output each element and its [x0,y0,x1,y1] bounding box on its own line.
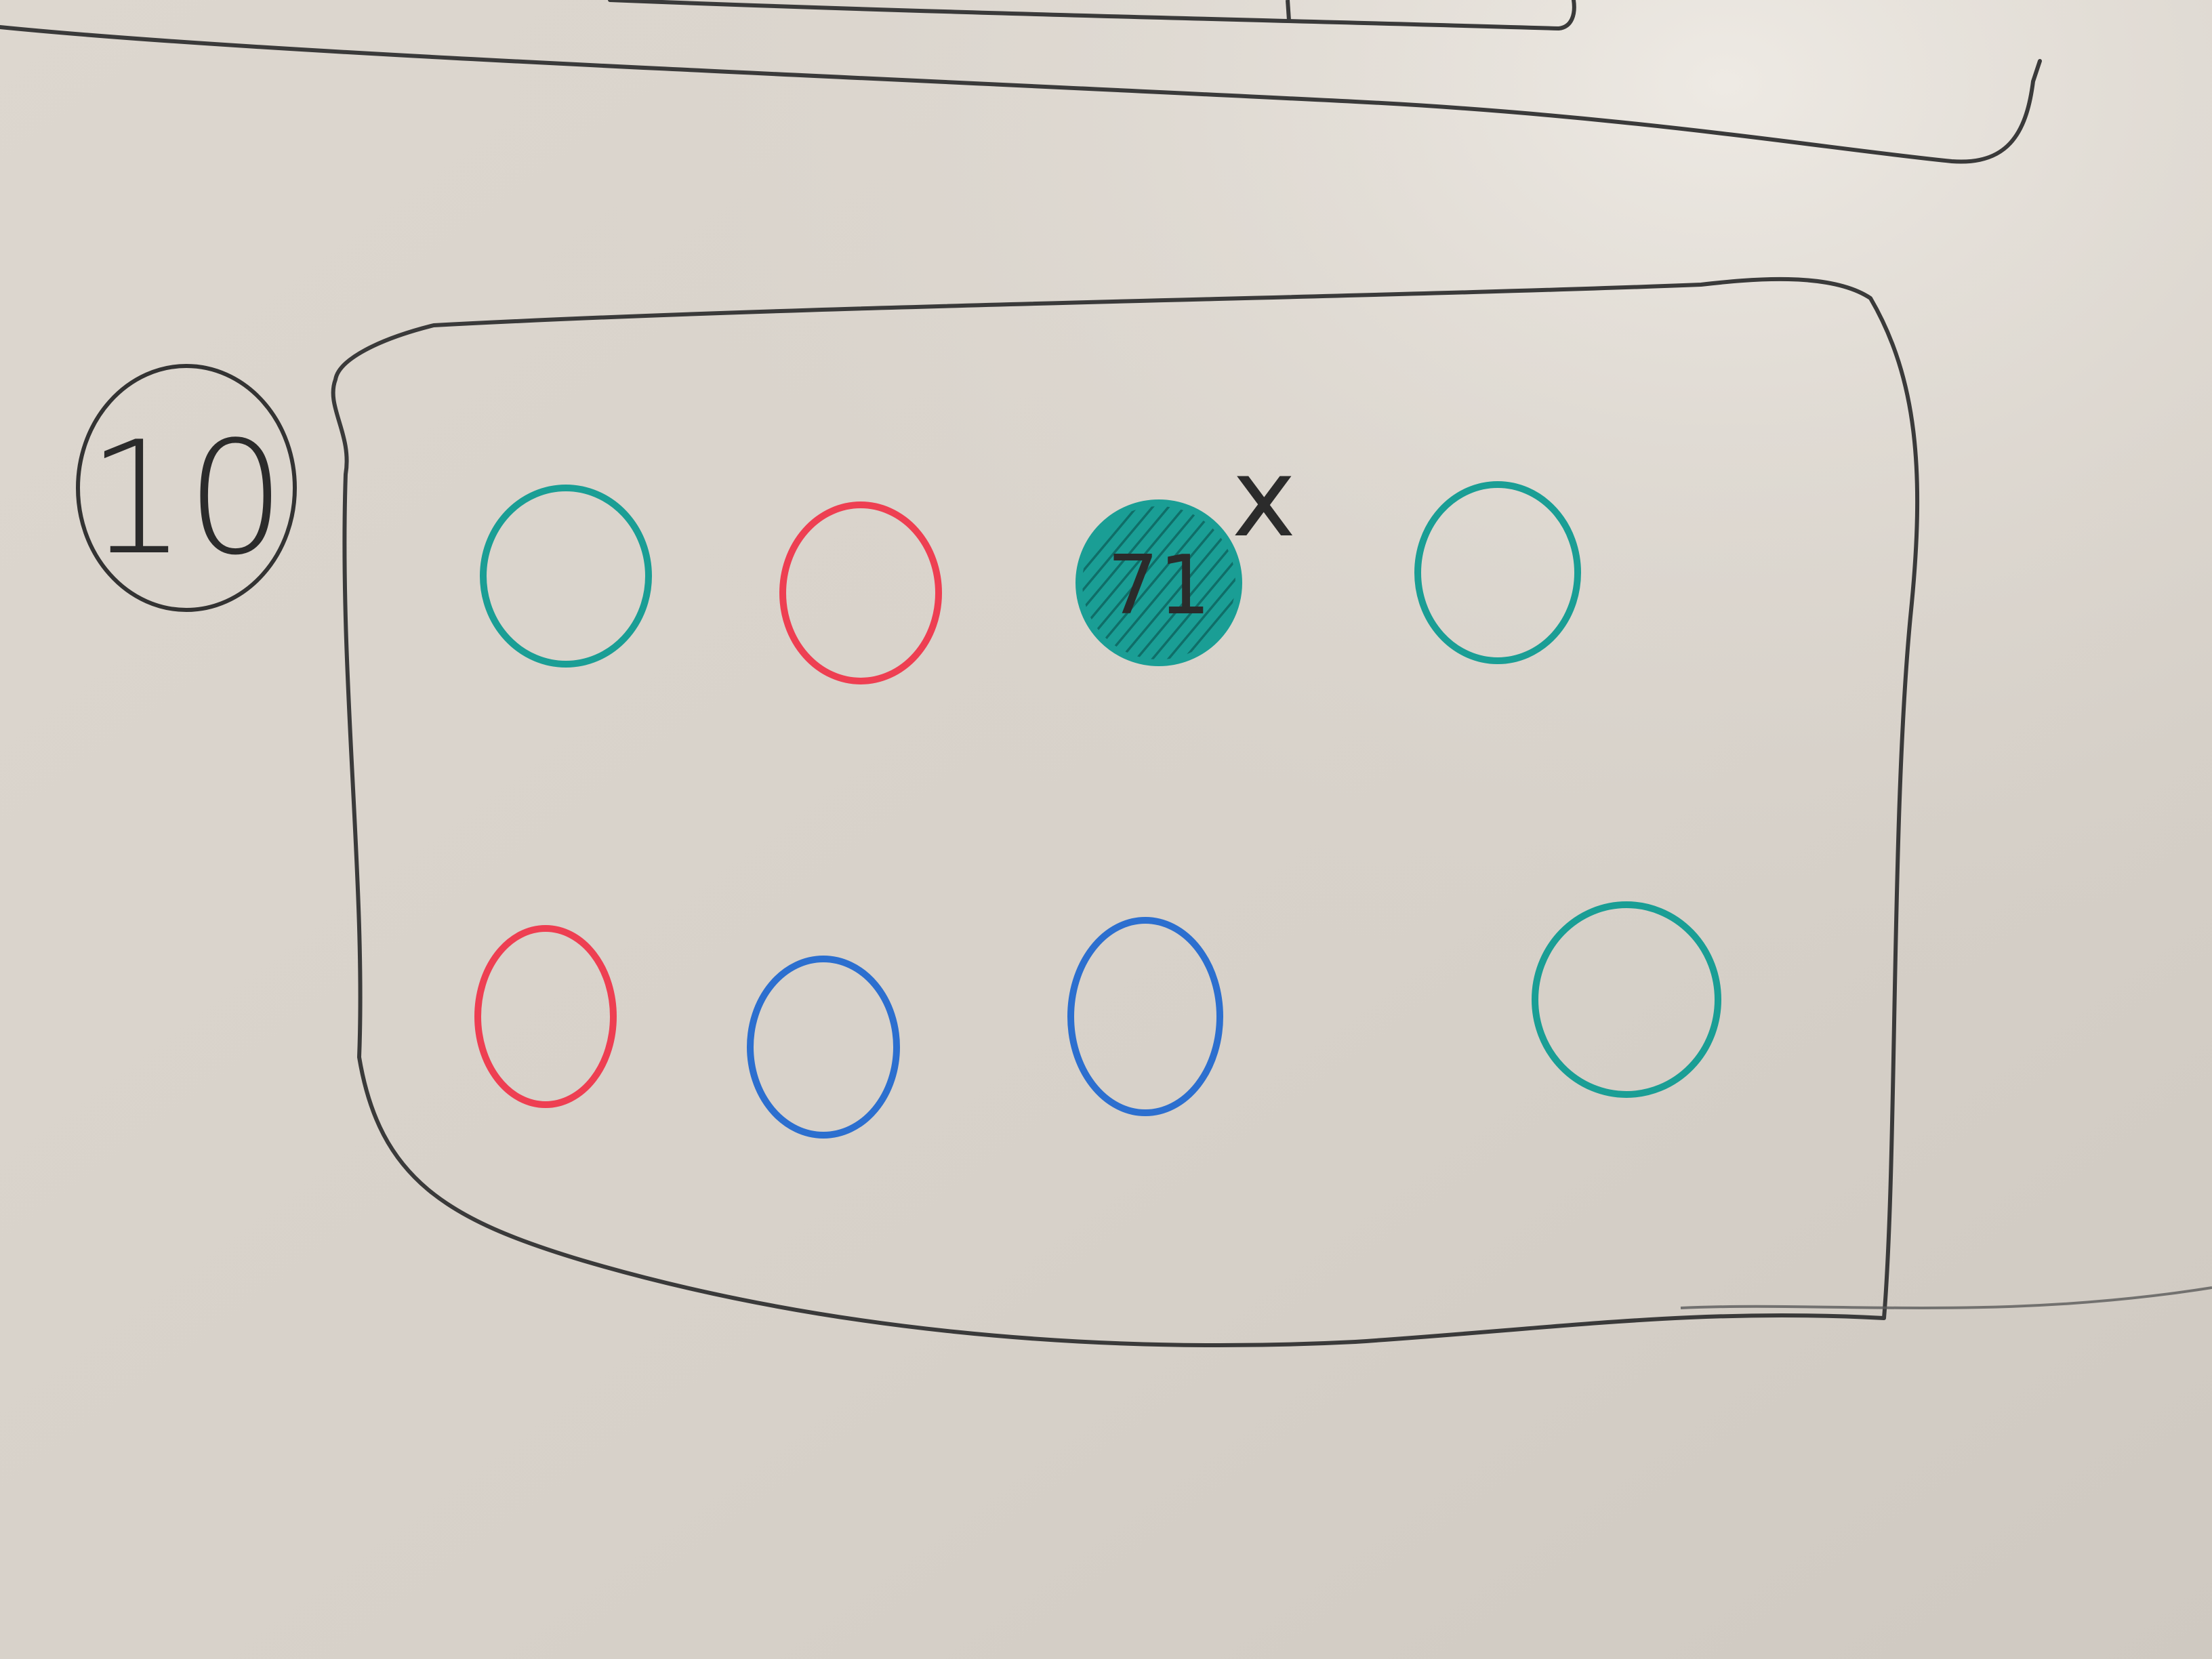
circle-r1-c3 [1076,499,1242,666]
previous-mark-stub [1286,0,1291,21]
previous-box-outline [0,25,2042,164]
circle-r2-c2 [747,956,900,1139]
circle-r2-c3 [1067,917,1223,1116]
circle-r2-c1 [474,925,617,1108]
circles-group [474,481,1721,1139]
number-label-circle [76,364,297,612]
circle-r1-c1 [480,485,652,668]
circle-r1-c2 [779,501,942,684]
x-mark: x [1232,434,1296,561]
circle-r2-c4 [1532,901,1721,1098]
highlighted-circle-text: 71 [1107,539,1211,633]
main-box-outline [331,276,1920,1347]
circle-r1-c4 [1414,481,1581,664]
box-bottom-tail [1680,1286,2212,1309]
number-label: 10 [87,409,286,590]
previous-inner-line [608,0,1576,31]
